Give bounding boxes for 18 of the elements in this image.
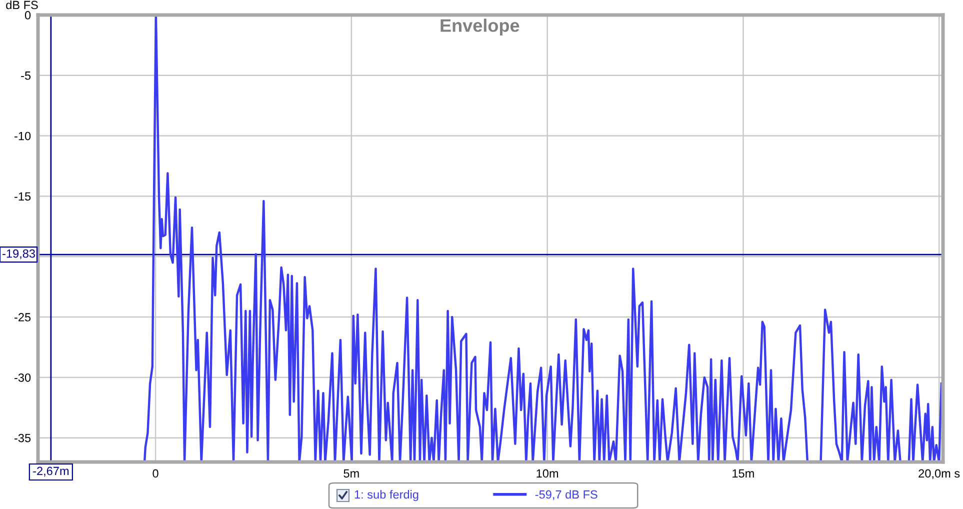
ref-line-label: -2,67m <box>33 466 69 477</box>
text: -59,7 dB FS <box>535 490 598 500</box>
ref-line-label: -19,83 <box>2 249 35 260</box>
chart-title: Envelope <box>440 18 520 36</box>
x-tick-label: 5m <box>344 469 359 478</box>
y-tick-label: 0 <box>24 11 31 20</box>
y-tick-label: -35 <box>14 434 31 442</box>
x-tick-label: 0 <box>152 469 158 478</box>
y-tick-label: -30 <box>14 373 31 382</box>
y-tick-label: -25 <box>14 313 31 322</box>
y-tick-label: -10 <box>14 132 31 140</box>
y-tick-label: -5 <box>21 72 31 80</box>
x-tick-label: 10m <box>536 469 558 478</box>
y-axis-title: dB FS <box>6 0 38 10</box>
y-tick-label: -15 <box>14 192 31 201</box>
x-tick-label: 20,0m s <box>918 469 960 480</box>
x-tick-label: 15m <box>732 469 754 478</box>
text: 1: sub ferdig <box>354 490 418 502</box>
